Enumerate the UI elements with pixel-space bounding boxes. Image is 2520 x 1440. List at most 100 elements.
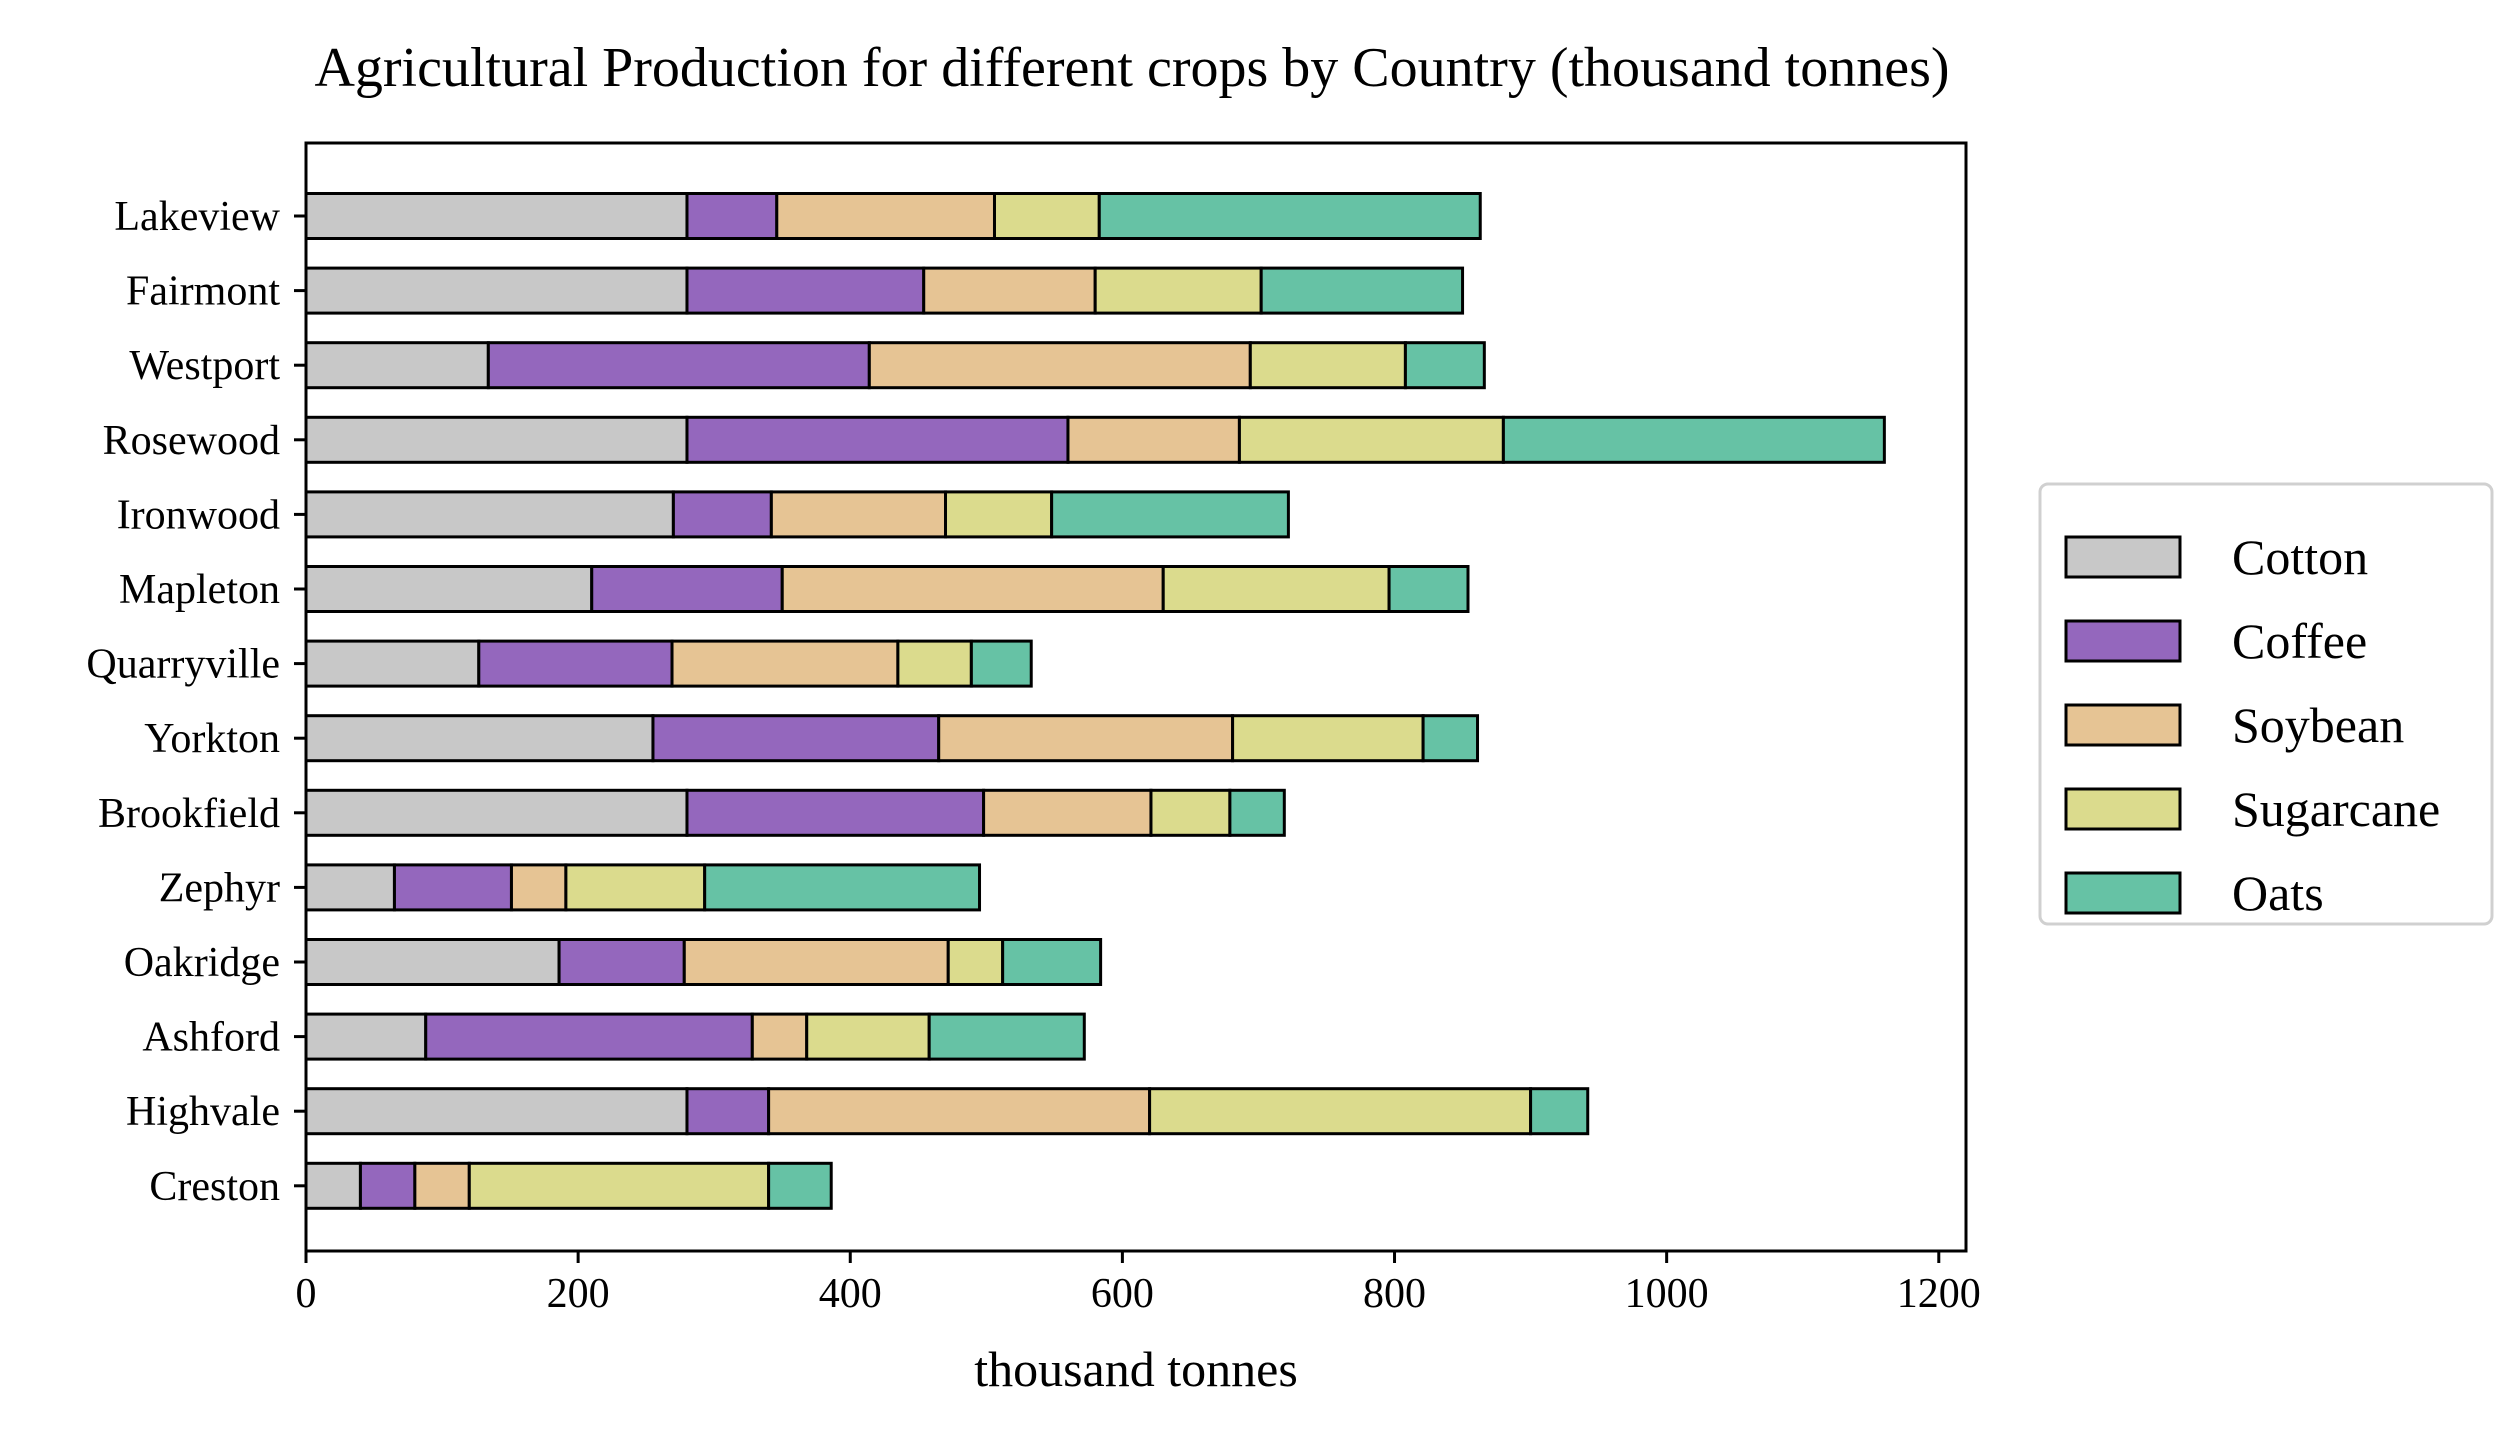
bar-brookfield-cotton (304, 788, 689, 837)
bar-oakridge-cotton (304, 938, 561, 986)
x-tick-label: 400 (819, 1271, 882, 1317)
y-tick-label: Ashford (142, 1015, 280, 1061)
y-tick-label: Mapleton (119, 567, 280, 613)
legend: Cotton Coffee Soybean Sugarcane Oats (2038, 482, 2494, 926)
bar-quarryville-cotton (304, 639, 481, 688)
bar-creston-oats (767, 1161, 833, 1210)
bar-mapleton-coffee (590, 565, 784, 613)
bar-oakridge-oats (1001, 938, 1103, 986)
bar-westport-sugarcane (1248, 341, 1407, 390)
bar-yorkton-sugarcane (1231, 714, 1425, 763)
legend-swatch-oats (2064, 871, 2182, 915)
bar-ironwood-coffee (671, 490, 773, 539)
bar-lakeview-oats (1097, 192, 1482, 240)
bar-creston-cotton (304, 1161, 362, 1210)
legend-label-cotton: Cotton (2232, 529, 2368, 585)
bar-oakridge-coffee (557, 938, 686, 986)
bar-creston-soybean (413, 1161, 471, 1210)
legend-label-sugarcane: Sugarcane (2232, 781, 2440, 837)
bar-highvale-coffee (685, 1087, 771, 1136)
bar-highvale-oats (1529, 1087, 1590, 1136)
bar-yorkton-soybean (937, 714, 1235, 763)
bar-fairmont-cotton (304, 266, 689, 315)
legend-swatch-sugarcane (2064, 787, 2182, 831)
bar-mapleton-cotton (304, 565, 594, 613)
y-tick-label: Quarryville (86, 642, 280, 688)
bar-zephyr-coffee (392, 863, 513, 912)
x-axis: 0 200 400 600 800 1000 1200 (296, 1251, 1981, 1317)
plot-area-frame (304, 141, 1968, 1253)
bar-quarryville-oats (969, 639, 1033, 688)
x-tick-label: 800 (1363, 1271, 1426, 1317)
x-tick-label: 600 (1091, 1271, 1154, 1317)
y-tick-label: Fairmont (126, 269, 280, 315)
bar-zephyr-soybean (509, 863, 568, 912)
bar-ironwood-soybean (769, 490, 948, 539)
bar-westport-oats (1403, 341, 1486, 390)
bar-zephyr-sugarcane (564, 863, 707, 912)
bar-oakridge-soybean (682, 938, 950, 986)
legend-label-oats: Oats (2232, 865, 2324, 921)
bar-ironwood-sugarcane (944, 490, 1054, 539)
bar-rosewood-cotton (304, 415, 689, 464)
bar-highvale-cotton (304, 1087, 689, 1136)
bar-brookfield-oats (1228, 788, 1286, 837)
bar-rosewood-oats (1501, 415, 1886, 464)
bar-lakeview-soybean (775, 192, 996, 240)
y-tick-label: Brookfield (98, 791, 280, 837)
bar-mapleton-soybean (780, 565, 1165, 613)
x-axis-label: thousand tonnes (974, 1341, 1298, 1397)
legend-swatch-soybean (2064, 703, 2182, 747)
bar-creston-coffee (358, 1161, 417, 1210)
bar-fairmont-sugarcane (1093, 266, 1263, 315)
bar-zephyr-oats (703, 863, 982, 912)
bar-fairmont-oats (1259, 266, 1465, 315)
bars-layer (304, 192, 1886, 1210)
y-tick-label: Westport (129, 343, 280, 389)
bar-quarryville-sugarcane (896, 639, 973, 688)
bar-rosewood-sugarcane (1237, 415, 1505, 464)
bar-yorkton-coffee (651, 714, 941, 763)
bar-ashford-cotton (304, 1012, 428, 1061)
bar-lakeview-sugarcane (992, 192, 1101, 240)
legend-swatch-cotton (2064, 535, 2182, 579)
bar-highvale-soybean (767, 1087, 1152, 1136)
bar-mapleton-oats (1387, 565, 1470, 613)
bar-fairmont-soybean (922, 266, 1097, 315)
bar-lakeview-cotton (304, 192, 689, 240)
bar-ashford-oats (927, 1012, 1086, 1061)
x-tick-label: 1200 (1897, 1271, 1981, 1317)
bar-ironwood-cotton (304, 490, 675, 539)
bar-ashford-coffee (424, 1012, 754, 1061)
bar-rosewood-coffee (685, 415, 1070, 464)
x-tick-label: 1000 (1625, 1271, 1709, 1317)
y-tick-label: Highvale (126, 1089, 280, 1135)
x-tick-label: 0 (296, 1271, 317, 1317)
y-tick-label: Yorkton (144, 716, 280, 762)
bar-westport-coffee (486, 341, 871, 390)
y-tick-label: Creston (149, 1164, 280, 1210)
bar-oakridge-sugarcane (946, 938, 1005, 986)
bar-quarryville-coffee (477, 639, 674, 688)
bar-westport-cotton (304, 341, 490, 390)
bar-brookfield-soybean (982, 788, 1153, 837)
bar-ashford-sugarcane (805, 1012, 931, 1061)
y-tick-label: Oakridge (124, 940, 280, 986)
legend-swatch-coffee (2064, 619, 2182, 663)
bar-zephyr-cotton (304, 863, 396, 912)
y-tick-label: Lakeview (114, 194, 280, 240)
bar-ironwood-oats (1050, 490, 1290, 539)
bar-quarryville-soybean (670, 639, 900, 688)
bar-rosewood-soybean (1066, 415, 1241, 464)
y-tick-label: Zephyr (159, 865, 280, 911)
bar-creston-sugarcane (467, 1161, 771, 1210)
x-tick-label: 200 (547, 1271, 610, 1317)
y-tick-label: Rosewood (103, 418, 280, 464)
bar-yorkton-oats (1421, 714, 1480, 763)
bar-westport-soybean (867, 341, 1252, 390)
chart-title: Agricultural Production for different cr… (314, 37, 1949, 99)
bar-yorkton-cotton (304, 714, 655, 763)
legend-label-soybean: Soybean (2232, 697, 2404, 753)
bar-brookfield-sugarcane (1149, 788, 1232, 837)
